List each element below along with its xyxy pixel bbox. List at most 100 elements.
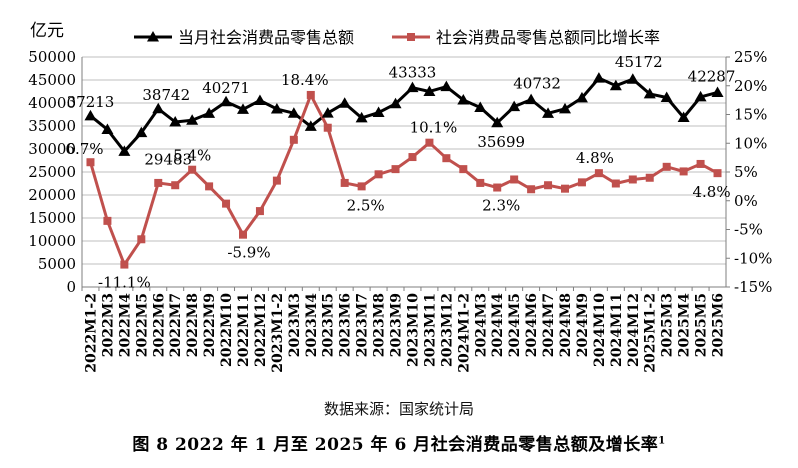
x-tick-label: 2022M3 xyxy=(100,293,116,357)
retail-sales-point xyxy=(474,101,487,113)
x-tick-label: 2024M7 xyxy=(541,293,557,357)
y-right-tick-label: 0% xyxy=(734,192,758,210)
retail-sales-data-label: 37213 xyxy=(67,93,115,111)
y-left-tick-label: 5000 xyxy=(38,255,76,273)
retail-sales-point xyxy=(406,81,419,93)
x-tick-label: 2022M12 xyxy=(253,293,269,367)
retail-sales-point xyxy=(253,94,266,106)
retail-sales-point xyxy=(643,87,656,99)
growth-rate-point xyxy=(272,176,281,185)
growth-rate-data-label: -5.9% xyxy=(227,244,270,262)
data-labels: 37213 29483 38742 40271 43333 35699 40732 45172… xyxy=(65,53,735,291)
retail-sales-point xyxy=(423,85,436,96)
growth-rate-point xyxy=(103,216,112,225)
retail-sales-point xyxy=(559,102,571,114)
x-tick-label: 2022M4 xyxy=(117,293,133,357)
y-left-tick-label: 20000 xyxy=(28,186,76,204)
retail-sales-line xyxy=(89,76,718,153)
x-tick-label: 2025M3 xyxy=(660,293,676,357)
x-tick-label: 2022M11 xyxy=(236,293,252,367)
growth-rate-point xyxy=(510,175,519,184)
x-tick-label: 2024M3 xyxy=(473,293,489,357)
growth-rate-point xyxy=(188,165,197,174)
growth-rate-point xyxy=(713,169,722,178)
growth-rate-point xyxy=(476,178,485,187)
retail-sales-point xyxy=(355,111,368,123)
retail-sales-point xyxy=(592,72,605,83)
growth-rate-point xyxy=(357,182,366,191)
source-note: 数据来源：国家统计局 xyxy=(323,400,474,418)
y-left-tick-label: 45000 xyxy=(28,71,76,89)
x-tick-label: 2022M9 xyxy=(202,293,218,357)
x-tick-label: 2023M9 xyxy=(389,293,405,357)
x-tick-label: 2023M5 xyxy=(321,293,337,357)
caption-footnote-mark: 1 xyxy=(658,435,666,447)
retail-sales-point xyxy=(372,106,385,118)
growth-rate-point xyxy=(137,235,146,244)
retail-sales-point xyxy=(169,115,182,127)
growth-rate-data-label: -11.1% xyxy=(98,274,151,292)
retail-sales-point xyxy=(440,80,453,92)
x-tick-label: 2024M8 xyxy=(558,293,574,357)
retail-sales-data-label: 43333 xyxy=(389,64,437,82)
growth-rate-point xyxy=(611,179,620,188)
growth-rate-data-label: 2.5% xyxy=(347,196,385,214)
retail-sales-data-label: 35699 xyxy=(477,133,525,151)
retail-sales-data-label: 29483 xyxy=(144,150,192,168)
retail-sales-point xyxy=(118,145,131,156)
legend-marker-retail-sales xyxy=(147,31,159,42)
growth-rate-point xyxy=(323,123,332,132)
figure-caption: 图 8 2022 年 1 月至 2025 年 6 月社会消费品零售总额及增长率1 xyxy=(0,430,798,455)
retail-sales-point xyxy=(542,107,555,118)
retail-sales-data-label: 40732 xyxy=(513,75,561,93)
growth-rate-point xyxy=(645,173,654,182)
retail-sales-point xyxy=(84,109,97,121)
x-tick-label: 2023M10 xyxy=(405,293,421,367)
growth-rate-data-label: 5.4% xyxy=(173,147,211,165)
growth-rate-data-label: 18.4% xyxy=(281,71,329,89)
x-tick-label: 2024M1-2 xyxy=(456,293,472,373)
growth-rate-point xyxy=(374,170,383,179)
x-tick-label: 2022M8 xyxy=(185,293,201,357)
retail-sales-point xyxy=(152,102,165,114)
x-tick-label: 2022M1-2 xyxy=(83,293,99,373)
x-tick-label: 2024M6 xyxy=(524,293,540,357)
growth-rate-point xyxy=(171,181,180,190)
y-left-tick-label: 35000 xyxy=(28,117,76,135)
x-tick-label: 2022M10 xyxy=(219,293,235,367)
retail-sales-point xyxy=(575,91,588,103)
growth-rate-point xyxy=(679,167,688,176)
retail-sales-point xyxy=(237,103,249,114)
legend-marker-growth-rate xyxy=(407,33,415,41)
x-tick-label: 2023M3 xyxy=(287,293,303,357)
legend: 当月社会消费品零售总额 社会消费品零售总额同比增长率 xyxy=(134,28,660,47)
retail-sales-point xyxy=(338,97,351,108)
retail-sales-point xyxy=(186,114,199,125)
x-tick-label: 2022M6 xyxy=(151,293,167,357)
retail-sales-point xyxy=(609,79,622,91)
retail-sales-point xyxy=(321,107,334,118)
y-left-unit-label: 亿元 xyxy=(30,21,64,41)
y-left-tick-label: 50000 xyxy=(28,48,76,66)
x-tick-label: 2023M4 xyxy=(304,293,320,357)
retail-sales-data-label: 42287 xyxy=(688,67,736,85)
growth-rate-point xyxy=(628,175,637,184)
y-right-tick-label: -10% xyxy=(734,249,772,267)
axes: 0 5000 10000 15000 20000 25000 30000 35000 40000… xyxy=(28,21,772,373)
growth-rate-data-label: 4.8% xyxy=(576,149,614,167)
x-tick-label: 2024M11 xyxy=(609,293,625,367)
x-tick-label: 2022M7 xyxy=(168,293,184,357)
retail-sales-point xyxy=(101,123,114,135)
growth-rate-data-label: 6.7% xyxy=(65,140,103,158)
growth-rate-point xyxy=(662,162,671,171)
series-lines xyxy=(89,76,719,267)
growth-rate-point xyxy=(577,178,586,187)
retail-sales-point xyxy=(677,111,690,122)
legend-label-retail-sales: 当月社会消费品零售总额 xyxy=(178,28,354,47)
retail-sales-point xyxy=(220,95,233,107)
growth-rate-point xyxy=(222,199,231,208)
y-left-tick-label: 10000 xyxy=(28,232,76,250)
y-right-tick-label: 15% xyxy=(734,106,767,124)
y-right-tick-label: 10% xyxy=(734,134,767,152)
